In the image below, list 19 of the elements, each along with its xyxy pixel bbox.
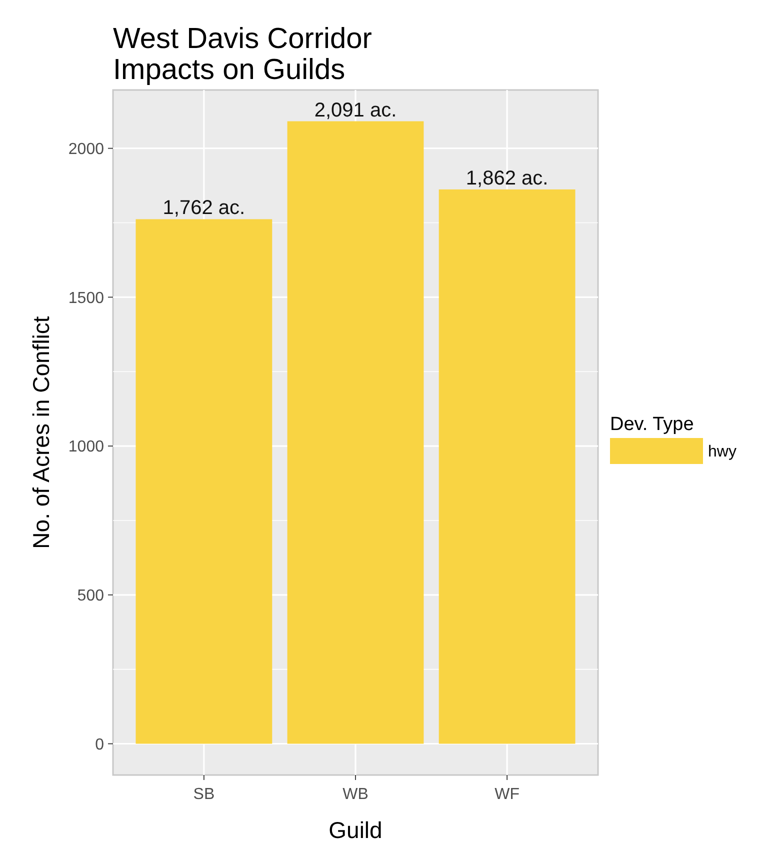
bar [438,189,576,744]
y-tick-label: 500 [77,587,104,604]
bar [287,121,424,744]
chart-title: West Davis Corridor Impacts on Guilds [113,23,372,86]
x-tick-label: WF [494,786,520,803]
y-axis-title: No. of Acres in Conflict [28,316,54,549]
legend-title: Dev. Type [610,414,694,435]
x-tick-label: WB [342,786,368,803]
text: hwy [708,444,736,461]
y-tick-label: 1500 [68,290,104,307]
y-tick-label: 1000 [68,438,104,456]
x-axis-title: Guild [328,817,382,843]
data-label: 1,862 ac. [466,167,548,190]
data-label: 1,762 ac. [162,197,246,220]
y-tick-label: 2000 [68,140,104,158]
bar [136,219,272,744]
x-tick-label: SB [193,786,215,803]
data-label: 2,091 ac. [314,99,397,122]
y-tick-label: 0 [95,736,104,754]
